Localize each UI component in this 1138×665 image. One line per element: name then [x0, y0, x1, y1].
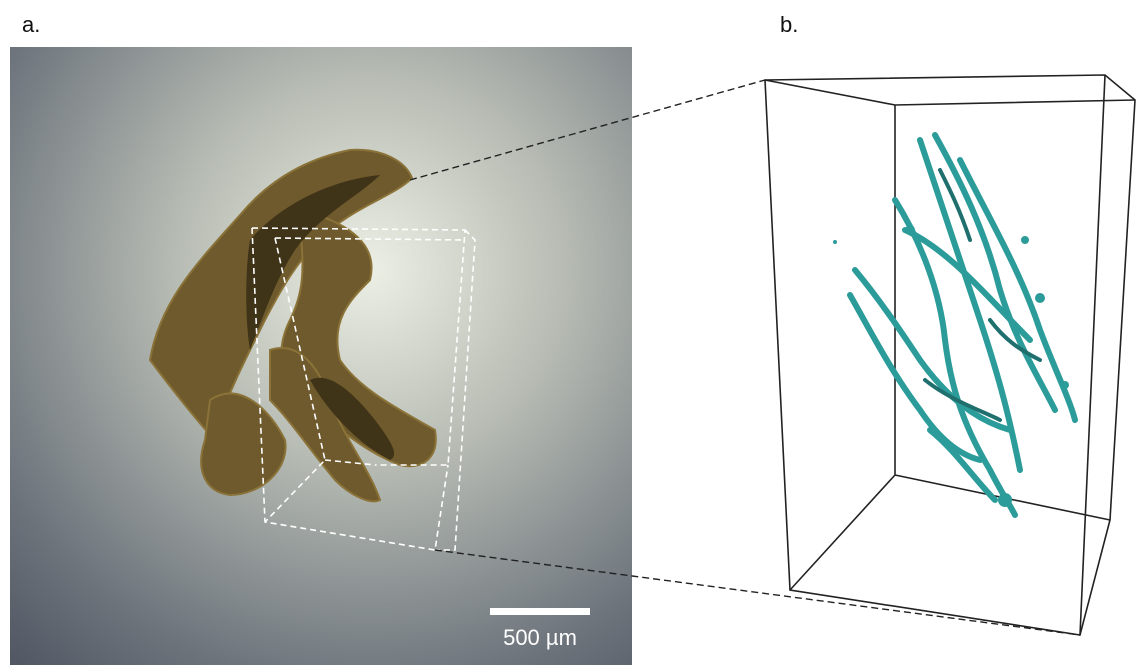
- selection-box: [251, 227, 476, 551]
- scale-bar: [490, 608, 590, 615]
- vessel: [902, 227, 1033, 343]
- tissue-render: [148, 148, 437, 503]
- vessel-shadow: [923, 168, 1042, 422]
- panel-label: a.: [22, 12, 40, 37]
- vessel-blob: [1035, 293, 1045, 303]
- vessel: [892, 197, 1018, 518]
- tissue-shadow: [246, 175, 380, 350]
- box-edge: [264, 237, 466, 523]
- zoom-line: [409, 79, 766, 181]
- vessel: [957, 157, 1078, 423]
- vessel-render: [833, 132, 1078, 518]
- box-edge: [1079, 74, 1106, 636]
- tissue-shadow: [310, 377, 395, 460]
- vessel-blob: [905, 225, 915, 235]
- tissue: [269, 347, 382, 503]
- panel-label: b.: [780, 12, 798, 37]
- tissue: [200, 392, 287, 497]
- vessel: [932, 132, 1058, 413]
- vessel-blob: [1061, 381, 1069, 389]
- box-edge: [251, 227, 476, 551]
- vessel-blob: [998, 493, 1012, 507]
- vessel: [852, 267, 1013, 433]
- vessel: [917, 137, 1023, 473]
- scale-bar-label: 500 µm: [503, 625, 577, 650]
- vessel: [927, 427, 998, 503]
- vessel-blob: [833, 240, 837, 244]
- vessel-blob: [1021, 236, 1029, 244]
- vessel: [847, 292, 983, 463]
- zoom-line: [434, 549, 1081, 636]
